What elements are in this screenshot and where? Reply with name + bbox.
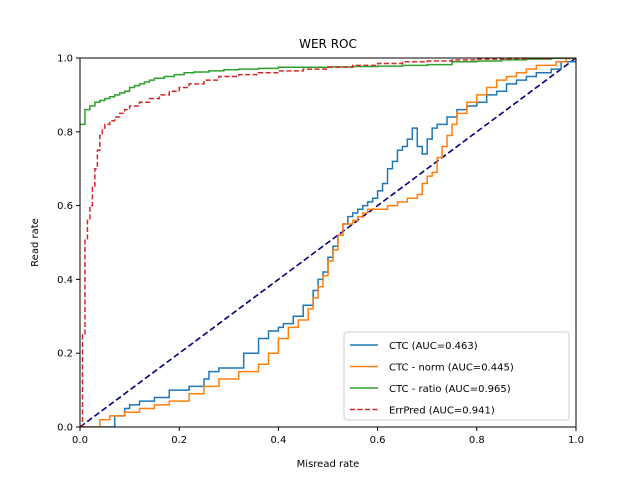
- x-tick-label: 0.8: [469, 435, 485, 446]
- chance-diagonal-line: [80, 58, 576, 427]
- x-tick-label: 0.2: [171, 435, 187, 446]
- y-tick-label: 0.4: [57, 275, 73, 286]
- y-tick-label: 0.6: [57, 201, 73, 212]
- legend-label-2: CTC - ratio (AUC=0.965): [389, 384, 511, 395]
- series-line-2: [80, 58, 576, 126]
- legend: CTC (AUC=0.463) CTC - norm (AUC=0.445) CTC…: [343, 331, 570, 421]
- x-tick-label: 1.0: [568, 435, 584, 446]
- x-tick-label: 0.4: [270, 435, 286, 446]
- y-axis-label: Read rate: [30, 218, 41, 267]
- ticks-layer: 0.0 0.2 0.4 0.6 0.8 1.0 0.0 0.2 0.4 0.6 0.8 1.0: [57, 54, 584, 447]
- x-tick-label: 0.6: [370, 435, 386, 446]
- y-tick-label: 1.0: [57, 54, 73, 65]
- series-layer: [80, 58, 576, 427]
- legend-label-3: ErrPred (AUC=0.941): [389, 406, 495, 417]
- x-tick-label: 0.0: [72, 435, 88, 446]
- series-line-1: [80, 58, 576, 427]
- series-line-0: [80, 58, 576, 427]
- legend-label-1: CTC - norm (AUC=0.445): [389, 363, 514, 374]
- x-axis-label: Misread rate: [297, 459, 360, 470]
- y-tick-label: 0.2: [57, 349, 73, 360]
- chart-title: WER ROC: [299, 37, 357, 51]
- plot-frame: [79, 57, 577, 428]
- legend-label-0: CTC (AUC=0.463): [389, 341, 478, 352]
- y-tick-label: 0.0: [57, 423, 73, 434]
- legend-box: [343, 331, 570, 421]
- y-tick-label: 0.8: [57, 127, 73, 138]
- series-line-3: [80, 58, 576, 427]
